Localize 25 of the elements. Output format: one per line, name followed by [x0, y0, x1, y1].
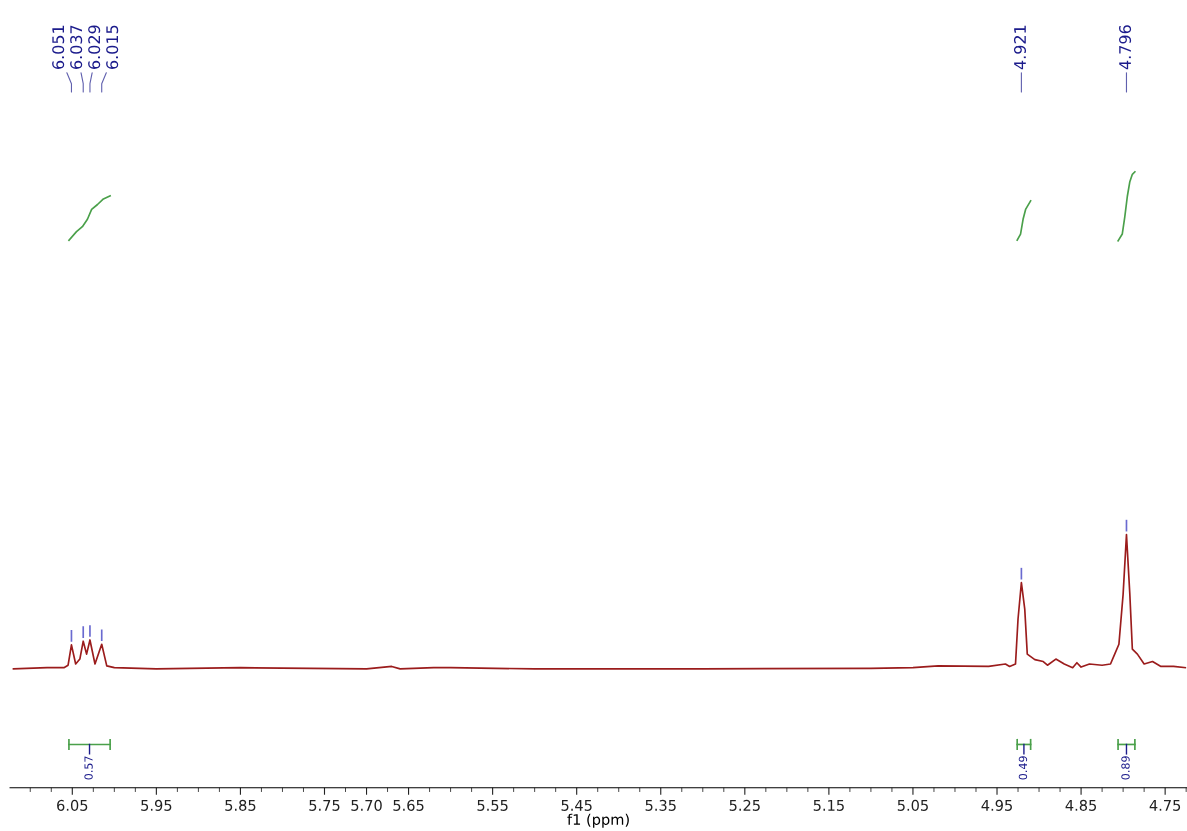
x-tick-label: 5.95 — [141, 799, 172, 811]
x-tick-label: 5.65 — [393, 799, 424, 811]
x-tick-label: 5.55 — [477, 800, 508, 811]
annotation: 4.921 — [1013, 25, 1027, 70]
annotation: 6.029 — [88, 25, 101, 69]
x-tick-label: 5.45 — [561, 800, 592, 811]
x-tick-label: 4.95 — [981, 799, 1012, 811]
x-tick-label: 4.75 — [1149, 800, 1181, 811]
x-tick-label: 5.15 — [813, 800, 844, 811]
x-tick-label: 5.35 — [645, 799, 676, 811]
x-tick-label: 6.05 — [57, 799, 88, 811]
x-tick-label: 4.85 — [1065, 799, 1097, 811]
annotation: 6.037 — [70, 25, 83, 69]
annotation: 6.015 — [106, 25, 119, 69]
legend-label: 0.89 — [1121, 756, 1130, 780]
annotation: 4.796 — [1119, 25, 1132, 70]
x-tick-label: 5.05 — [897, 799, 928, 811]
x-tick-label: 5.85 — [225, 799, 256, 811]
legend-label: 0.57 — [84, 756, 93, 780]
x-tick-label: 5.25 — [729, 799, 760, 811]
x-tick-label: 5.70 — [351, 799, 382, 811]
x-axis-title: f1 (ppm) — [567, 813, 629, 828]
x-tick-label: 5.75 — [309, 800, 340, 811]
annotation: 6.051 — [52, 25, 65, 69]
legend-label: 0.49 — [1018, 756, 1028, 780]
